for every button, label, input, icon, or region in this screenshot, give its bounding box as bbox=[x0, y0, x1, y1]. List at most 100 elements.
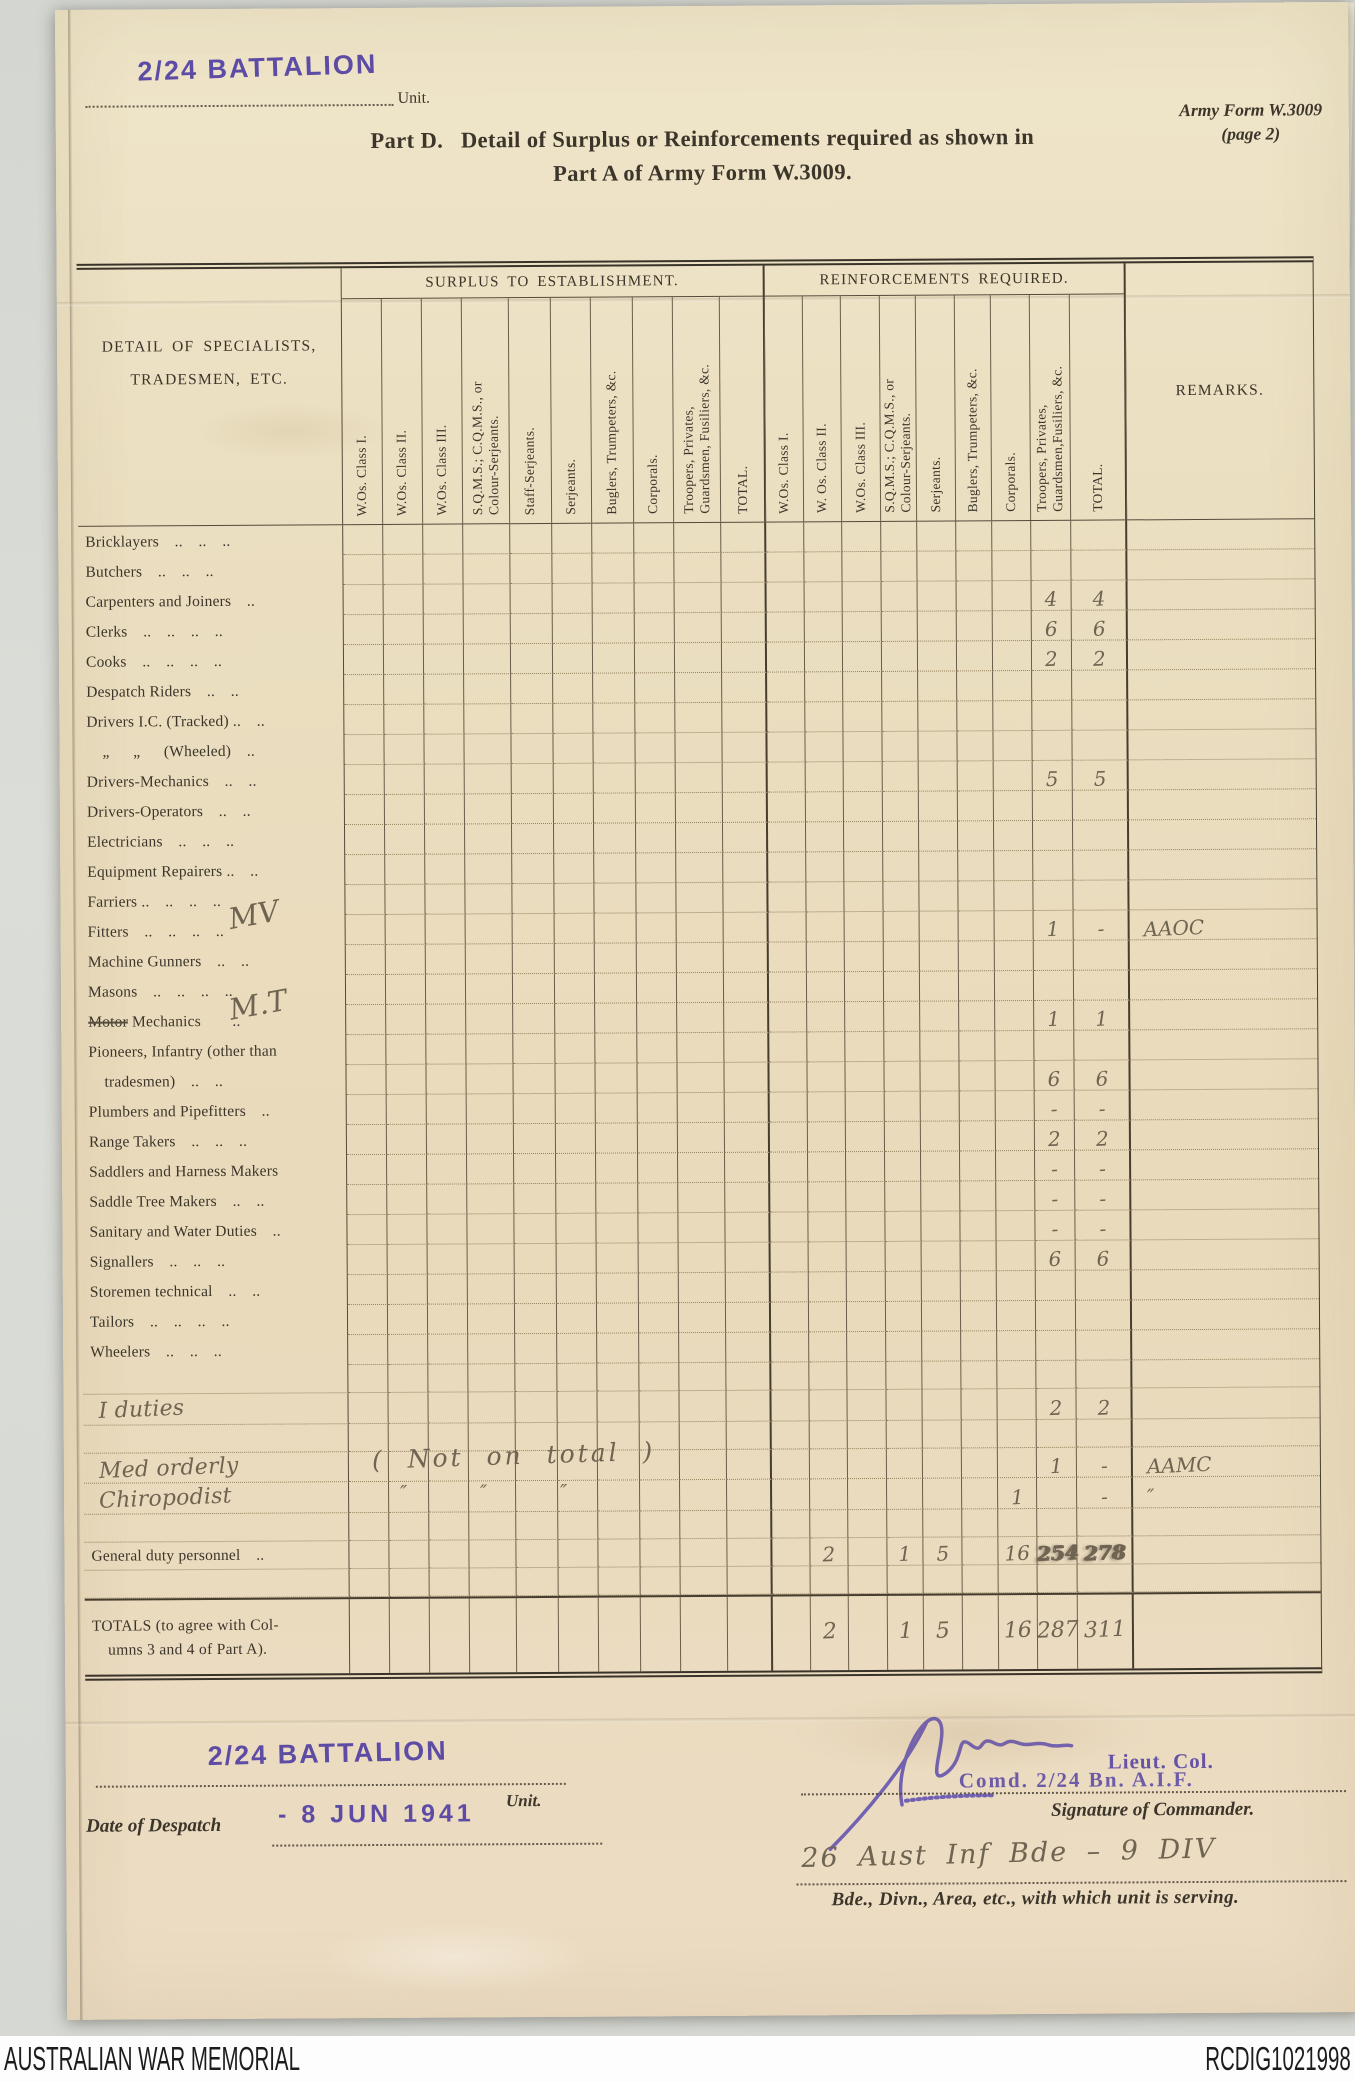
value-cell bbox=[727, 1538, 773, 1567]
value-cell bbox=[347, 1274, 388, 1306]
value-cell bbox=[675, 732, 723, 764]
value-cell bbox=[425, 944, 466, 975]
value-cell bbox=[383, 644, 425, 675]
row-label: I duties bbox=[83, 1393, 349, 1426]
value-cell bbox=[557, 1363, 598, 1392]
value-cell bbox=[635, 673, 676, 704]
value-cell bbox=[676, 852, 724, 884]
value-cell bbox=[767, 792, 806, 823]
value-cell bbox=[386, 1094, 427, 1125]
handwritten-value: 5 bbox=[1045, 766, 1060, 792]
value-cell bbox=[347, 1214, 388, 1246]
value-cell bbox=[843, 731, 883, 763]
value-cell bbox=[961, 1361, 998, 1390]
struck-word: Motor bbox=[88, 1013, 128, 1032]
remark-cell bbox=[1131, 1299, 1320, 1331]
value-cell bbox=[511, 793, 554, 825]
value-cell bbox=[423, 554, 464, 585]
value-cell bbox=[425, 854, 466, 885]
remark-cell bbox=[1129, 969, 1318, 1001]
column-header: S.Q.M.S.; C.Q.M.S., or Colour-Serjeants. bbox=[879, 295, 918, 521]
value-cell bbox=[556, 1213, 597, 1244]
value-cell bbox=[677, 1062, 725, 1094]
handwritten-value: 16 bbox=[1003, 1617, 1033, 1644]
value-cell bbox=[427, 1184, 468, 1215]
value-cell bbox=[958, 851, 995, 882]
value-cell bbox=[345, 914, 386, 946]
value-cell bbox=[721, 642, 768, 673]
column-header: Troopers, Privates, Guardsmen, Fusiliers… bbox=[672, 296, 722, 523]
remark-cell bbox=[1127, 609, 1315, 641]
value-cell bbox=[726, 1362, 772, 1391]
value-cell bbox=[848, 1537, 888, 1566]
value-cell bbox=[553, 793, 594, 824]
value-cell bbox=[594, 883, 637, 914]
value-cell bbox=[993, 700, 1033, 732]
value-cell bbox=[726, 1390, 772, 1422]
handwritten-remark: AAMC bbox=[1146, 1451, 1213, 1479]
value-cell bbox=[595, 1093, 638, 1124]
value-cell bbox=[993, 730, 1033, 762]
column-header: Corporals. bbox=[990, 295, 1032, 521]
value-cell bbox=[383, 584, 424, 615]
handwritten-value: 2 bbox=[1044, 646, 1059, 672]
value-cell bbox=[389, 1481, 430, 1513]
value-cell bbox=[959, 1061, 996, 1092]
value-cell bbox=[595, 1003, 638, 1034]
value-cell bbox=[1033, 970, 1075, 1001]
value-cell bbox=[883, 941, 920, 972]
value-cell bbox=[960, 1181, 997, 1212]
value-cell bbox=[957, 671, 994, 702]
value-cell bbox=[1073, 940, 1130, 971]
value-cell bbox=[640, 1510, 681, 1539]
value-cell bbox=[553, 673, 594, 704]
value-cell bbox=[674, 552, 722, 584]
value-cell bbox=[1033, 880, 1074, 911]
value-cell bbox=[995, 1030, 1035, 1062]
value-cell bbox=[961, 1389, 998, 1420]
value-cell bbox=[722, 762, 768, 793]
value-cell bbox=[995, 1090, 1035, 1122]
value-cell bbox=[1032, 700, 1073, 731]
value-cell bbox=[843, 821, 884, 853]
value-cell bbox=[844, 911, 884, 943]
value-cell bbox=[917, 641, 958, 672]
value-cell bbox=[959, 1091, 996, 1122]
row-label: Cooks .. .. .. .. bbox=[78, 645, 345, 677]
handwritten-value: 1 bbox=[1046, 1006, 1061, 1032]
value-cell bbox=[346, 1064, 387, 1096]
value-cell bbox=[887, 1478, 924, 1510]
column-header: Serjeants. bbox=[550, 297, 593, 523]
value-cell bbox=[808, 1302, 848, 1333]
value-cell bbox=[722, 702, 768, 733]
handwritten-value: 311 bbox=[1083, 1616, 1127, 1644]
value-cell bbox=[920, 1001, 960, 1032]
value-cell bbox=[960, 1241, 997, 1272]
value-cell bbox=[1033, 940, 1074, 971]
value-cell bbox=[921, 1211, 961, 1242]
value-cell bbox=[597, 1363, 640, 1392]
value-cell bbox=[464, 734, 512, 765]
value-cell bbox=[993, 670, 1033, 702]
value-cell bbox=[597, 1391, 640, 1423]
column-header: W.Os. Class II. bbox=[381, 298, 424, 524]
row-label: Drivers I.C. (Tracked) .. .. bbox=[79, 705, 345, 737]
value-cell bbox=[804, 612, 843, 643]
value-cell bbox=[345, 884, 386, 916]
value-cell bbox=[680, 1479, 728, 1511]
value-cell bbox=[766, 552, 805, 583]
value-cell bbox=[593, 733, 636, 764]
value-cell bbox=[845, 1001, 885, 1033]
value-cell bbox=[343, 584, 384, 616]
value-cell: 1 bbox=[1033, 910, 1074, 941]
value-cell bbox=[886, 1331, 923, 1362]
value-cell bbox=[886, 1361, 923, 1390]
value-cell bbox=[1076, 1418, 1133, 1448]
value-cell bbox=[343, 644, 385, 676]
value-cell bbox=[842, 611, 882, 643]
value-cell bbox=[997, 1447, 1037, 1479]
value-cell: - bbox=[1074, 1090, 1131, 1121]
value-cell bbox=[512, 973, 556, 1005]
value-cell bbox=[957, 761, 994, 792]
value-cell bbox=[1032, 730, 1073, 761]
